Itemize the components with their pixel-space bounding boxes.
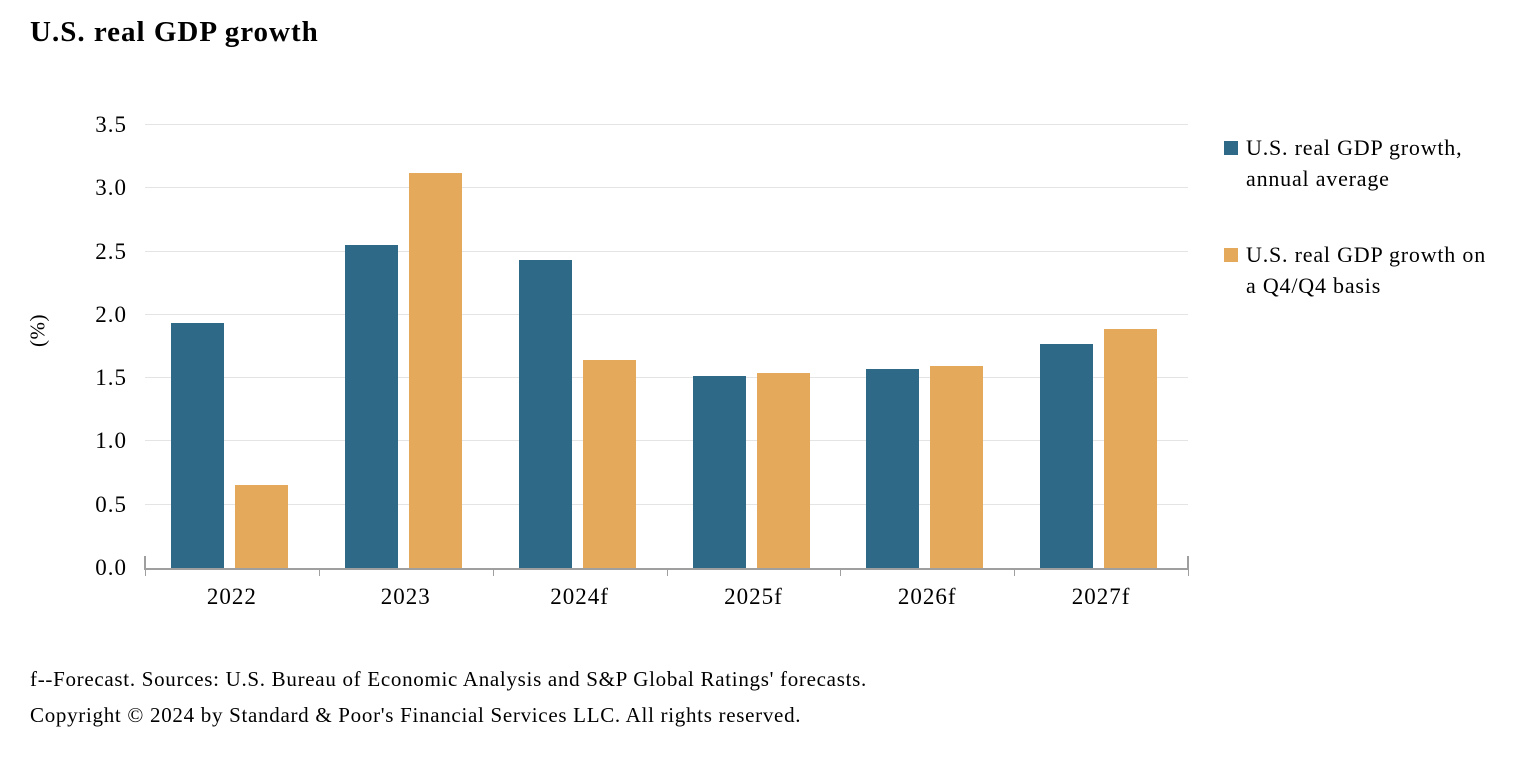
y-tick-label-0.0: 0.0 (95, 555, 127, 580)
bar-2024f-series2 (583, 360, 636, 568)
bar-2022-series1 (171, 322, 224, 568)
x-tick-label-2024f: 2024f (550, 584, 609, 609)
legend-label-q4-q4: U.S. real GDP growth on a Q4/Q4 basis (1246, 239, 1486, 301)
legend-label-line: a Q4/Q4 basis (1246, 273, 1382, 298)
x-axis-endstub-left (144, 556, 146, 568)
y-tick-label-1.0: 1.0 (95, 428, 127, 454)
x-tick-label-2026f: 2026f (897, 584, 957, 609)
y-axis-title: (%) (25, 314, 50, 347)
gridline-2.0 (145, 313, 1188, 315)
bar-2024f-series1 (519, 260, 572, 568)
y-tick-label-3.0: 3.0 (95, 175, 127, 201)
legend-label-line: annual average (1246, 166, 1390, 191)
x-axis-tick (840, 568, 841, 576)
y-tick-label-2.0: 2.0 (95, 301, 127, 327)
gridline-2.5 (145, 250, 1188, 252)
legend-label-line: U.S. real GDP growth on (1246, 242, 1487, 267)
plot-area (144, 124, 1189, 576)
gridline-1.5 (145, 377, 1188, 379)
chart-title: U.S. real GDP growth (30, 16, 319, 48)
y-tick-label-2.5: 2.5 (95, 238, 127, 264)
x-tick-label-2022: 2022 (206, 584, 257, 609)
legend-swatch-q4-q4 (1224, 248, 1238, 262)
y-tick-label-1.5: 1.5 (95, 365, 127, 391)
x-axis-tick (1014, 568, 1015, 576)
x-axis-tick (1188, 568, 1189, 576)
footnote: f--Forecast. Sources: U.S. Bureau of Eco… (30, 667, 867, 691)
y-tick-label-0.5: 0.5 (95, 491, 127, 517)
bar-2025f-series2 (757, 373, 810, 568)
y-tick-label-3.5: 3.5 (95, 112, 127, 137)
bar-2025f-series1 (693, 375, 746, 568)
legend-item-annual-average: U.S. real GDP growth, annual average (1224, 132, 1529, 194)
gridline-0.5 (145, 503, 1188, 505)
bar-2026f-series2 (930, 365, 983, 568)
bar-2027f-series1 (1040, 344, 1093, 568)
x-axis-tick (493, 568, 494, 576)
bar-2026f-series1 (866, 369, 919, 568)
legend-label-annual-average: U.S. real GDP growth, annual average (1246, 132, 1462, 194)
legend: U.S. real GDP growth, annual average U.S… (1224, 132, 1529, 346)
gridline-1.0 (145, 440, 1188, 442)
copyright: Copyright © 2024 by Standard & Poor's Fi… (30, 703, 802, 727)
x-axis-tick (667, 568, 668, 576)
gridline-3.0 (145, 187, 1188, 189)
x-axis-tick (319, 568, 320, 576)
legend-label-line: U.S. real GDP growth, (1246, 135, 1463, 160)
x-axis-endstub-right (1187, 556, 1189, 568)
legend-item-q4-q4: U.S. real GDP growth on a Q4/Q4 basis (1224, 239, 1529, 301)
bar-2027f-series2 (1104, 328, 1157, 568)
x-axis-line (144, 568, 1189, 570)
bar-2023-series2 (409, 173, 462, 568)
bar-2023-series1 (345, 245, 398, 568)
x-axis-tick (145, 568, 146, 576)
gridline-3.5 (145, 124, 1188, 125)
legend-swatch-annual-average (1224, 141, 1238, 155)
x-tick-label-2025f: 2025f (724, 584, 783, 609)
bar-2022-series2 (235, 484, 288, 568)
x-tick-label-2023: 2023 (380, 584, 431, 609)
x-tick-label-2027f: 2027f (1071, 584, 1131, 609)
